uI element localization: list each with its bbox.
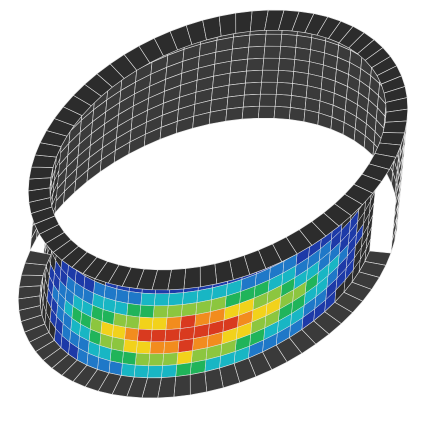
mesh-cell bbox=[173, 374, 191, 398]
ring-top-rim bbox=[27, 9, 409, 291]
contour-cell bbox=[138, 316, 154, 331]
mesh-cell bbox=[24, 250, 52, 266]
mesh-cell bbox=[225, 106, 244, 122]
mesh-cell bbox=[248, 33, 267, 48]
mesh-cell bbox=[288, 107, 306, 122]
mesh-cell bbox=[280, 33, 298, 48]
contour-cell bbox=[152, 305, 169, 319]
mesh-cell bbox=[273, 105, 291, 120]
contour-cell bbox=[147, 365, 163, 379]
contour-cell bbox=[162, 352, 179, 366]
contour-cell bbox=[120, 363, 136, 378]
mesh-cell bbox=[264, 33, 283, 47]
rim-cell bbox=[28, 166, 54, 180]
contour-cell bbox=[139, 304, 155, 319]
contour-cell bbox=[167, 292, 184, 306]
mesh-cell bbox=[189, 371, 208, 396]
contour-cell bbox=[123, 339, 138, 354]
contour-cell bbox=[164, 328, 181, 342]
contour-cell bbox=[178, 326, 195, 341]
contour-cell bbox=[133, 364, 149, 379]
rim-cell bbox=[199, 263, 218, 288]
mesh-cell bbox=[278, 57, 296, 72]
contour-cell bbox=[134, 352, 151, 367]
mesh-cell bbox=[274, 93, 292, 108]
mesh-cell bbox=[241, 105, 260, 120]
contour-cell bbox=[161, 364, 178, 378]
contour-cell bbox=[148, 353, 164, 367]
mesh-cell bbox=[245, 69, 264, 84]
contour-cell bbox=[182, 290, 199, 305]
mesh-cell bbox=[247, 45, 266, 60]
rim-cell bbox=[235, 10, 253, 34]
mesh-cell bbox=[18, 274, 44, 288]
mesh-cell bbox=[246, 57, 265, 72]
mesh-cell bbox=[261, 69, 279, 83]
contour-cell bbox=[153, 293, 170, 307]
contour-cell bbox=[177, 338, 194, 353]
contour-cell bbox=[176, 350, 193, 365]
contour-cell bbox=[126, 303, 142, 318]
contour-cell bbox=[136, 340, 152, 355]
mesh-cell bbox=[244, 81, 262, 96]
contour-cell bbox=[163, 340, 180, 354]
mesh-grid-lines bbox=[17, 250, 392, 399]
contour-cell bbox=[166, 304, 183, 318]
rim-cell bbox=[218, 12, 237, 37]
mesh-cell bbox=[279, 45, 297, 60]
mesh-cell bbox=[257, 105, 276, 119]
contour-cell bbox=[179, 314, 197, 329]
mesh-cell bbox=[275, 81, 293, 96]
rim-cell bbox=[376, 65, 402, 85]
contour-cell bbox=[149, 341, 166, 355]
contour-cell bbox=[124, 327, 139, 342]
mesh-cell bbox=[277, 69, 295, 84]
contour-cell bbox=[180, 302, 198, 317]
contour-cell bbox=[137, 328, 153, 343]
contour-cell bbox=[140, 292, 156, 307]
mesh-cell bbox=[259, 93, 277, 107]
contour-cell bbox=[150, 329, 167, 343]
contour-cell bbox=[151, 317, 168, 331]
mesh-cell bbox=[262, 57, 280, 71]
contour-cell bbox=[122, 351, 137, 366]
rim-cell bbox=[183, 266, 201, 290]
contour-cell bbox=[125, 315, 140, 330]
mesh-cell bbox=[260, 81, 278, 95]
mesh-cell bbox=[242, 93, 261, 108]
rim-cell bbox=[382, 120, 408, 134]
contour-cell bbox=[127, 291, 143, 306]
contour-cell bbox=[165, 316, 182, 330]
mesh-cell bbox=[263, 45, 282, 59]
